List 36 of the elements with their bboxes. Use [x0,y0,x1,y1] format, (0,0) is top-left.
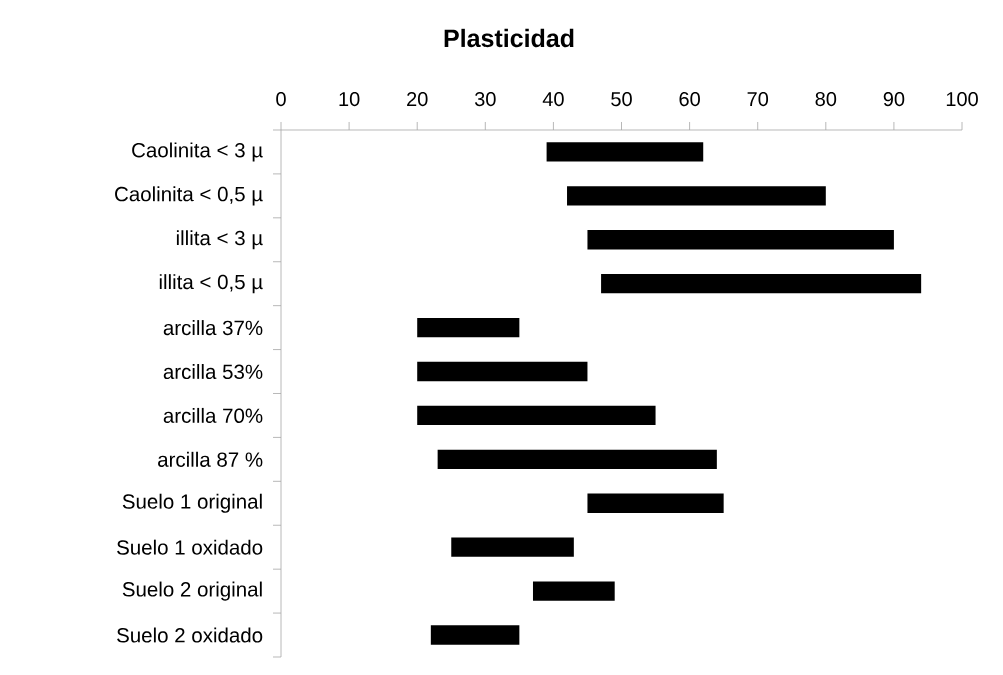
y-tick-label: arcilla 53% [163,364,263,380]
x-tick-label: 100 [946,91,978,107]
y-tick-label: Suelo 2 oxidado [117,627,263,643]
bar [451,537,574,557]
y-tick-label: Caolinita < 3 µ [132,142,263,162]
x-tick-label: 80 [815,91,837,107]
bar [587,230,894,250]
x-tick-label: 30 [474,91,496,107]
y-tick-label: Suelo 2 original [122,581,262,601]
bar [567,186,826,206]
y-tick-label: arcilla 87 % [158,451,263,467]
x-tick-label: 90 [883,91,905,107]
x-tick-label: 40 [542,91,564,107]
x-tick-label: 20 [407,91,428,107]
bar [430,625,520,645]
y-tick-label: arcilla 70% [163,407,263,423]
bar [437,449,717,470]
bar [587,493,724,513]
y-tick-label: arcilla 37% [163,320,263,336]
bar [417,317,520,338]
x-tick-label: 70 [747,91,769,107]
x-tick-label: 60 [679,91,700,107]
y-tick-label: Caolinita < 0,5 µ [115,186,263,206]
y-tick-label: Suelo 1 oxidado [117,539,263,555]
bar [546,142,704,162]
x-tick-label: 10 [339,91,360,107]
x-tick-label: 0 [276,91,286,107]
chart-title: Plasticidad [444,28,574,48]
bar [417,361,588,382]
y-tick-label: illita < 0,5 µ [159,274,263,294]
x-tick-label: 50 [611,91,632,107]
bar [532,581,615,601]
y-tick-label: Suelo 1 original [122,493,262,513]
bar [417,405,656,426]
bar [601,274,922,294]
y-tick-label: illita < 3 µ [176,230,263,250]
